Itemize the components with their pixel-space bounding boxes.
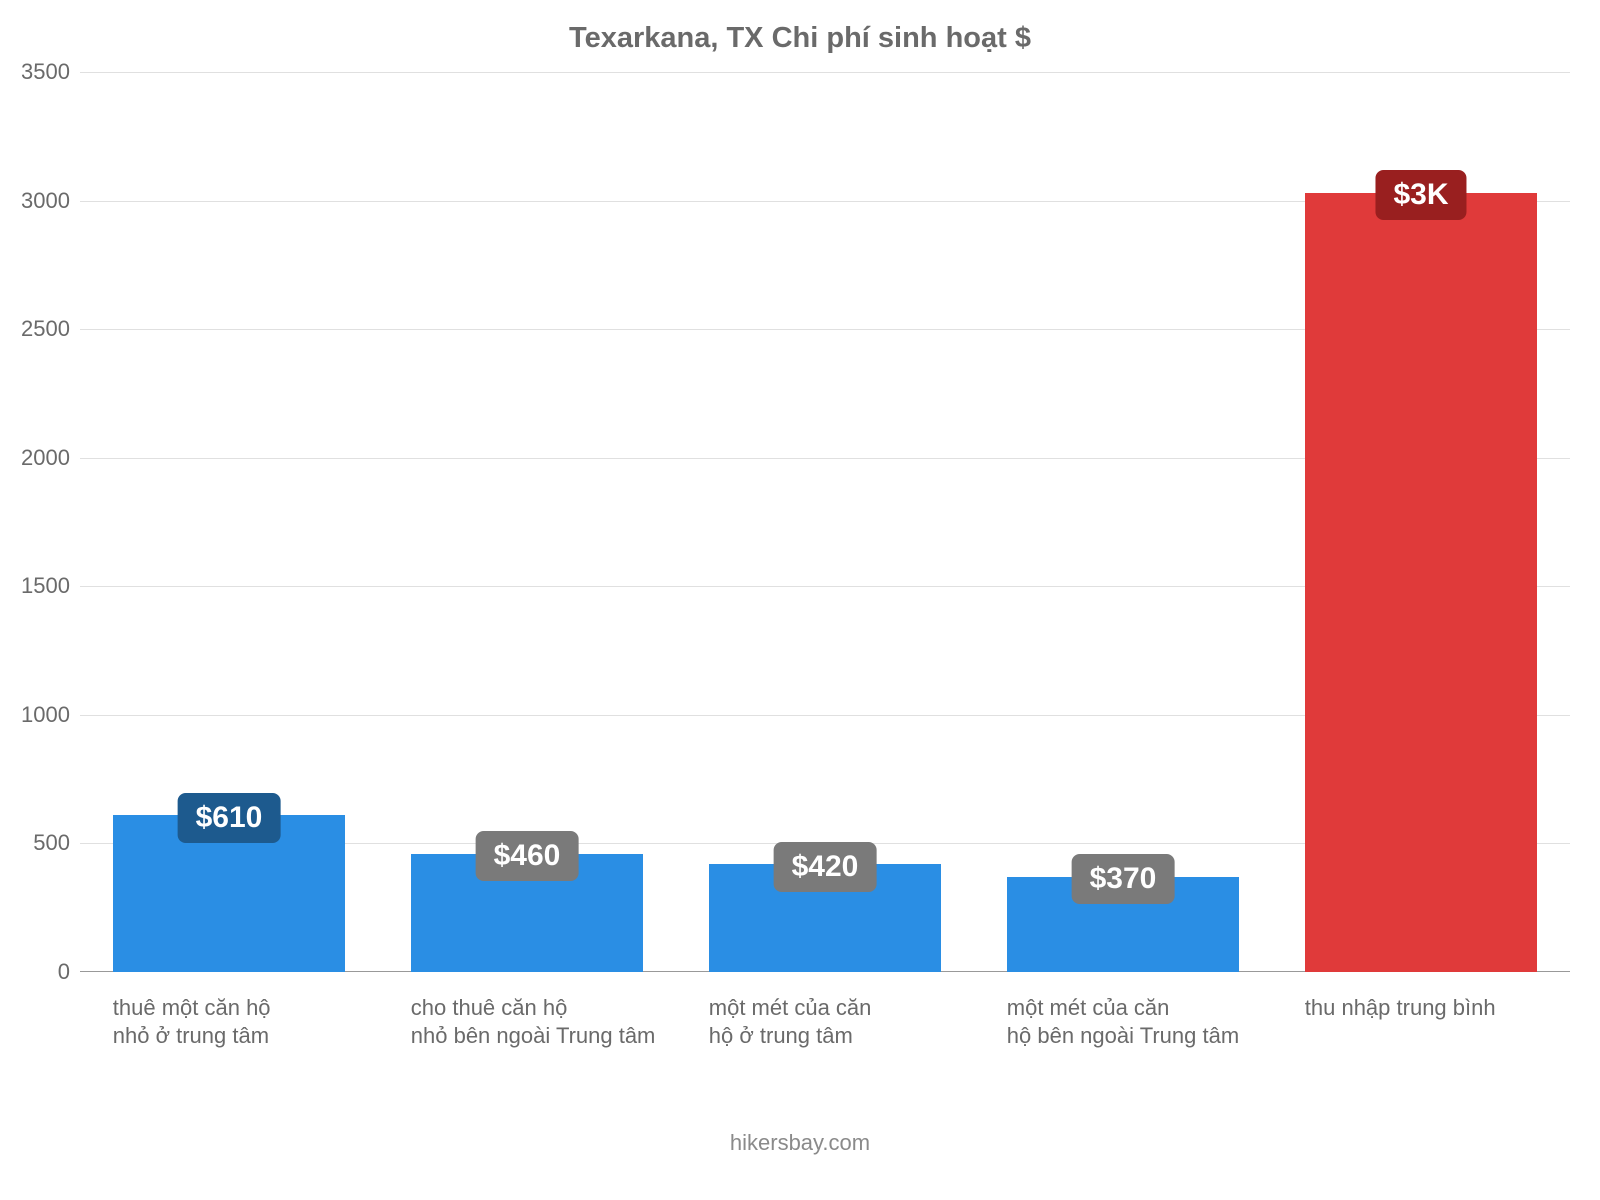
x-category-label: thu nhập trung bình	[1305, 972, 1577, 1022]
bar-value-badge: $370	[1072, 854, 1175, 904]
x-category-label: một mét của căn hộ ở trung tâm	[709, 972, 981, 1049]
gridline	[80, 72, 1570, 73]
y-tick-label: 0	[58, 959, 80, 985]
bar-value-badge: $460	[476, 831, 579, 881]
bar	[1305, 193, 1537, 972]
chart-container: Texarkana, TX Chi phí sinh hoạt $ 050010…	[0, 0, 1600, 1200]
y-tick-label: 1000	[21, 702, 80, 728]
chart-title: Texarkana, TX Chi phí sinh hoạt $	[0, 22, 1600, 55]
y-tick-label: 3000	[21, 188, 80, 214]
bar-value-badge: $3K	[1375, 170, 1466, 220]
y-tick-label: 2500	[21, 316, 80, 342]
y-tick-label: 3500	[21, 59, 80, 85]
y-tick-label: 1500	[21, 573, 80, 599]
x-category-label: một mét của căn hộ bên ngoài Trung tâm	[1007, 972, 1279, 1049]
y-tick-label: 2000	[21, 445, 80, 471]
bar-value-badge: $420	[774, 842, 877, 892]
plot-area: 0500100015002000250030003500$610thuê một…	[80, 72, 1570, 972]
y-tick-label: 500	[33, 830, 80, 856]
credit-text: hikersbay.com	[0, 1130, 1600, 1156]
x-category-label: thuê một căn hộ nhỏ ở trung tâm	[113, 972, 385, 1049]
x-category-label: cho thuê căn hộ nhỏ bên ngoài Trung tâm	[411, 972, 683, 1049]
bar-value-badge: $610	[178, 793, 281, 843]
